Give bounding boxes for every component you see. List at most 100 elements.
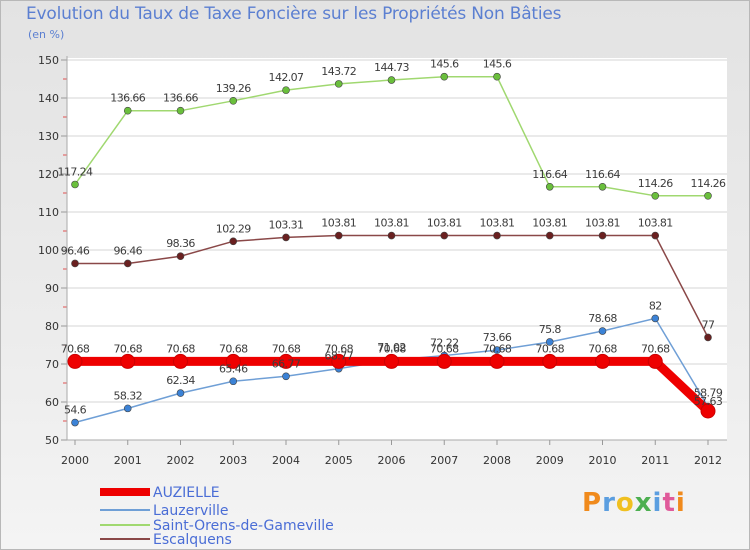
data-point [651,192,660,200]
data-label: 70.68 [166,342,195,355]
data-label: 77 [702,318,715,331]
data-point [651,231,660,240]
data-label: 82 [649,299,662,312]
data-label: 136.66 [110,92,145,105]
data-point [387,76,396,84]
data-label: 70.68 [61,342,90,355]
data-point [282,372,290,381]
data-label: 78.68 [588,312,617,325]
y-tick-label: 130 [38,130,59,143]
data-point [282,86,290,94]
data-point [229,237,238,246]
y-tick-label: 80 [45,320,59,333]
data-point [700,403,716,419]
y-tick-label: 70 [45,358,59,371]
data-label: 62.34 [166,374,195,387]
x-tick-label: 2003 [219,454,247,467]
data-point [493,231,501,240]
data-label: 103.81 [638,217,673,230]
data-point [334,231,343,240]
data-label: 103.81 [480,217,515,230]
y-tick-label: 90 [45,282,59,295]
data-label: 103.81 [427,217,462,230]
data-label: 114.26 [638,177,673,190]
data-point [493,72,501,81]
y-tick-label: 150 [38,54,59,67]
x-tick-label: 2012 [694,454,722,467]
data-point [384,353,399,369]
data-point [225,353,241,369]
x-tick-label: 2004 [272,454,300,467]
y-tick-label: 60 [45,396,59,409]
data-label: 73.66 [483,331,512,344]
unit-label: (en %) [28,28,65,41]
data-label: 102.29 [216,222,251,235]
data-point [440,231,449,240]
data-label: 103.81 [585,217,620,230]
data-label: 70.68 [325,342,354,355]
x-tick-label: 2000 [61,454,89,467]
data-point [229,377,238,386]
data-label: 70.68 [641,342,670,355]
legend-label: Saint-Orens-de-Gameville [153,518,334,534]
data-label: 144.73 [374,61,409,74]
data-label: 96.46 [114,244,143,257]
data-label: 116.64 [532,168,567,181]
data-label: 143.72 [321,65,356,78]
x-tick-label: 2009 [536,454,564,467]
data-point [598,182,607,191]
data-point [176,389,185,397]
y-tick-label: 100 [38,244,59,257]
data-label: 70.68 [272,342,301,355]
data-label: 96.46 [61,244,90,257]
data-point [440,72,449,81]
data-point [123,106,132,115]
data-label: 116.64 [585,168,620,181]
data-label: 58.32 [114,389,143,402]
data-label: 70.68 [430,342,459,355]
data-label: 70.68 [377,342,406,355]
x-tick-label: 2008 [483,454,511,467]
data-point [598,327,607,335]
data-point [598,231,607,240]
data-point [545,338,554,346]
legend-label: Lauzerville [153,503,229,519]
proxiti-logo: Proxiti [582,488,686,518]
data-label: 71.02 [377,341,406,354]
data-point [71,418,79,427]
legend-label: Escalquens [153,532,232,548]
data-point [229,97,238,105]
data-point [120,353,136,369]
x-tick-label: 2010 [589,454,617,467]
data-point [67,353,83,369]
data-label: 142.07 [269,71,304,84]
data-point [71,259,79,268]
x-tick-label: 2002 [167,454,195,467]
legend-label: AUZIELLE [153,485,220,501]
data-point [647,353,663,369]
data-point [173,353,188,369]
x-tick-label: 2007 [430,454,458,467]
data-point [334,80,343,88]
data-point [123,259,132,268]
data-label: 145.6 [483,58,512,71]
data-label: 66.77 [272,357,301,370]
data-point [123,404,132,413]
data-label: 103.81 [532,217,567,230]
data-point [176,106,185,115]
data-label: 103.31 [269,218,304,231]
data-label: 68.77 [325,350,354,363]
x-tick-label: 2001 [114,454,142,467]
data-label: 65.46 [219,362,248,375]
y-tick-label: 140 [38,92,59,105]
y-tick-label: 50 [45,434,59,447]
data-point [704,192,712,200]
data-point [545,231,554,240]
data-label: 103.81 [374,217,409,230]
data-label: 139.26 [216,82,251,95]
data-point [436,353,452,369]
data-label: 136.66 [163,92,198,105]
data-point [278,353,294,369]
data-label: 103.81 [321,217,356,230]
